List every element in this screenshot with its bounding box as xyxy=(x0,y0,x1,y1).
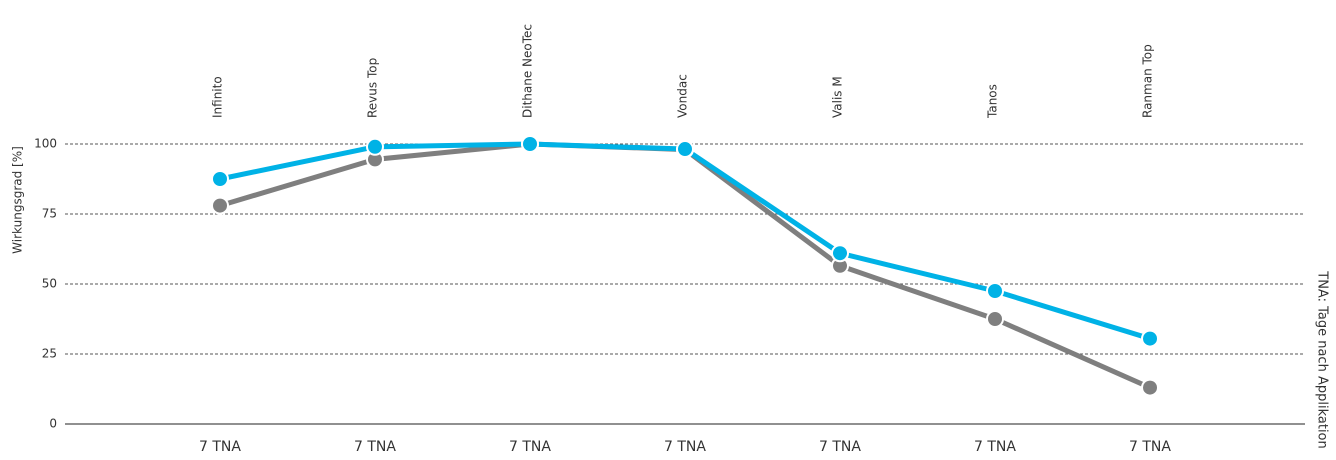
y-tick-label: 100 xyxy=(34,137,57,151)
right-label: TNA: Tage nach Applikation xyxy=(1315,270,1330,449)
series-line xyxy=(219,141,1152,390)
data-point xyxy=(831,244,849,263)
x-tick-label: 7 TNA xyxy=(354,439,396,455)
x-tick-label: 7 TNA xyxy=(974,439,1016,455)
product-label: Tanos xyxy=(986,84,1000,119)
x-tick-label: 7 TNA xyxy=(664,439,706,455)
data-point xyxy=(366,137,384,156)
y-tick-label: 75 xyxy=(42,207,57,221)
x-tick-label: 7 TNA xyxy=(509,439,551,455)
series-line xyxy=(219,141,1151,341)
y-tick-label: 25 xyxy=(42,347,57,361)
data-point xyxy=(986,282,1004,300)
product-label: Valis M xyxy=(831,76,845,118)
data-point xyxy=(1141,329,1159,348)
product-label: Ranman Top xyxy=(1141,44,1155,118)
y-tick-label: 0 xyxy=(49,417,57,431)
data-point xyxy=(676,140,694,159)
product-label: Revus Top xyxy=(366,58,380,118)
data-point xyxy=(211,196,229,215)
product-label: Infinito xyxy=(211,76,225,118)
x-tick-label: 7 TNA xyxy=(1129,439,1171,455)
data-point xyxy=(986,310,1004,328)
x-tick-label: 7 TNA xyxy=(819,439,861,455)
product-label: Dithane NeoTec xyxy=(521,24,535,118)
y-axis-label: Wirkungsgrad [%] xyxy=(11,146,25,254)
x-tick-label: 7 TNA xyxy=(199,439,241,455)
data-point xyxy=(521,135,539,153)
y-tick-label: 50 xyxy=(42,277,57,291)
data-point xyxy=(1141,378,1159,397)
product-label: Vondac xyxy=(676,74,690,118)
data-point xyxy=(211,170,229,188)
